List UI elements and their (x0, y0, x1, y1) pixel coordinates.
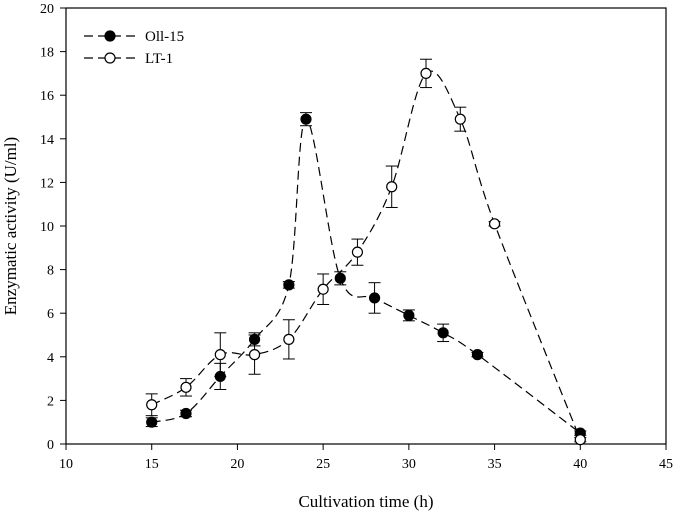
legend-marker (104, 52, 116, 64)
legend: Oll-15 LT-1 (84, 29, 184, 67)
legend-marker (104, 30, 116, 42)
y-tick-label: 6 (47, 307, 54, 322)
x-tick-label: 40 (573, 457, 587, 472)
data-point (248, 349, 261, 361)
data-point (283, 333, 295, 345)
y-tick-label: 16 (40, 89, 54, 104)
x-tick-label: 45 (659, 457, 673, 472)
y-tick-label: 0 (47, 438, 54, 453)
data-point (420, 67, 432, 80)
data-point (351, 246, 364, 258)
legend-item-oll-15: Oll-15 (84, 29, 184, 45)
plot-frame (65, 7, 667, 445)
data-point (437, 327, 449, 339)
data-point (317, 283, 329, 295)
y-axis-title: Enzymatic activity (U/ml) (1, 137, 20, 315)
data-point (214, 349, 226, 361)
data-point (386, 181, 398, 193)
x-tick-label: 15 (145, 457, 159, 472)
y-tick-label: 10 (40, 220, 54, 235)
legend-label: Oll-15 (145, 29, 184, 45)
x-tick-label: 35 (488, 457, 502, 472)
data-point (334, 272, 346, 284)
series-layer (145, 58, 587, 446)
y-tick-label: 14 (40, 133, 54, 148)
series-lt-1 (145, 58, 587, 446)
x-axis: 10 15 20 25 30 35 40 45 (59, 444, 673, 472)
legend-item-lt-1: LT-1 (84, 51, 173, 67)
y-tick-label: 18 (40, 46, 54, 61)
y-tick-label: 12 (40, 176, 54, 191)
y-tick-label: 2 (47, 394, 54, 409)
legend-label: LT-1 (145, 51, 173, 67)
x-axis-title: Cultivation time (h) (298, 492, 433, 511)
data-point (368, 292, 381, 304)
x-tick-label: 20 (230, 457, 244, 472)
x-tick-label: 30 (402, 457, 416, 472)
y-tick-label: 4 (47, 351, 54, 366)
data-point (300, 113, 312, 125)
data-point (488, 218, 501, 230)
data-point (574, 434, 586, 446)
y-tick-label: 20 (40, 2, 54, 17)
series-line (151, 118, 581, 434)
data-point (146, 416, 158, 428)
data-point (454, 113, 466, 125)
data-point (180, 381, 192, 393)
data-point (283, 279, 295, 291)
data-point (403, 309, 415, 321)
series-oll-15 (145, 112, 587, 439)
y-tick-label: 8 (47, 264, 54, 279)
x-tick-label: 10 (59, 457, 73, 472)
data-point (146, 399, 158, 411)
data-point (471, 349, 484, 361)
data-point (180, 407, 192, 420)
y-axis: 0 2 4 6 8 10 12 14 16 18 20 (40, 2, 66, 453)
x-tick-label: 25 (316, 457, 330, 472)
